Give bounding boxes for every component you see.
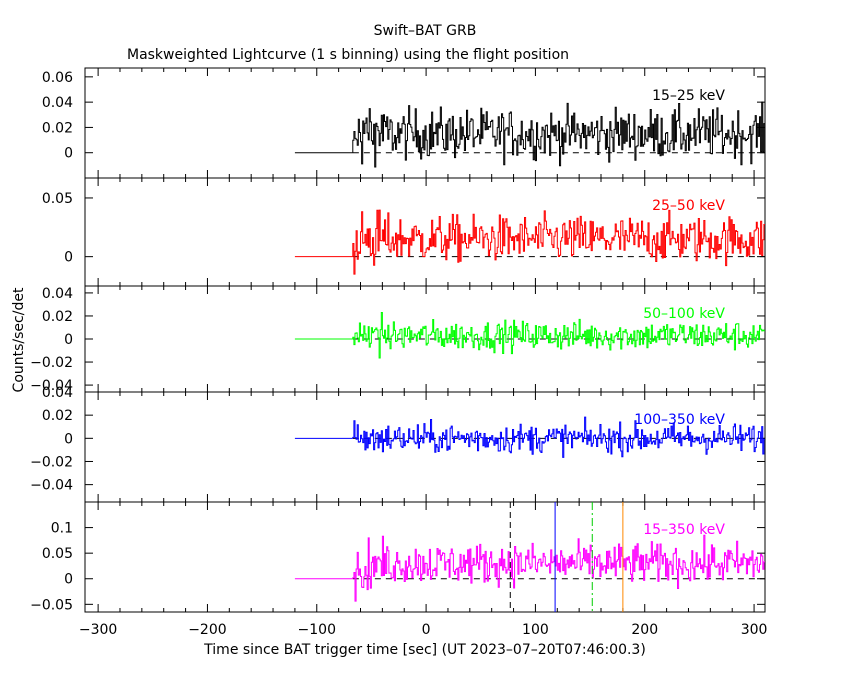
y-tick-label: −0.02 (30, 454, 73, 470)
panel-frame (84, 391, 766, 503)
y-axis-label: Counts/sec/det (11, 287, 27, 392)
x-tick-label: 0 (422, 622, 431, 638)
y-tick-label: 0.02 (42, 408, 73, 424)
lightcurve-series (352, 534, 765, 602)
band-label: 50–100 keV (643, 306, 725, 322)
y-tick-label: 0 (64, 572, 73, 588)
lightcurve-series (352, 312, 765, 359)
y-tick-label: 0.05 (42, 546, 73, 562)
panels-group: 0 0.02 0.04 0.06 15–25 keV 0 0.05 25–50 keV −0.0… (30, 67, 768, 638)
y-tick-label: −0.04 (30, 378, 73, 394)
x-tick-label: 100 (522, 622, 549, 638)
chart-subtitle: Maskweighted Lightcurve (1 s binning) us… (127, 47, 569, 63)
lightcurve-series (352, 416, 765, 458)
x-tick-label: −100 (298, 622, 336, 638)
band-label: 25–50 keV (652, 198, 725, 214)
y-tick-label: 0.06 (42, 70, 73, 86)
y-tick-label: 0.04 (42, 95, 73, 111)
y-tick-label: −0.02 (30, 355, 73, 371)
y-tick-label: 0.05 (42, 191, 73, 207)
y-tick-label: 0.02 (42, 120, 73, 136)
y-tick-label: −0.04 (30, 478, 73, 494)
y-tick-label: 0 (64, 146, 73, 162)
x-tick-label: −300 (79, 622, 117, 638)
panel-frame (84, 501, 766, 613)
lightcurve-series (352, 209, 765, 275)
lightcurve-series (352, 101, 765, 168)
chart-title: Swift–BAT GRB (374, 23, 477, 39)
y-tick-label: 0 (64, 431, 73, 447)
band-label: 15–350 keV (643, 522, 725, 538)
x-tick-label: 200 (631, 622, 658, 638)
x-axis-label: Time since BAT trigger time [sec] (UT 20… (203, 642, 646, 658)
band-label: 100–350 keV (634, 412, 725, 428)
y-tick-label: 0.1 (51, 521, 73, 537)
x-tick-label: 300 (741, 622, 768, 638)
y-tick-label: −0.05 (30, 597, 73, 613)
y-tick-label: 0 (64, 332, 73, 348)
panel-frame (84, 67, 766, 179)
y-tick-label: 0.02 (42, 309, 73, 325)
y-tick-label: 0.04 (42, 385, 73, 401)
y-tick-label: 0 (64, 250, 73, 266)
y-tick-label: 0.04 (42, 286, 73, 302)
x-tick-label: −200 (188, 622, 226, 638)
band-label: 15–25 keV (652, 88, 725, 104)
